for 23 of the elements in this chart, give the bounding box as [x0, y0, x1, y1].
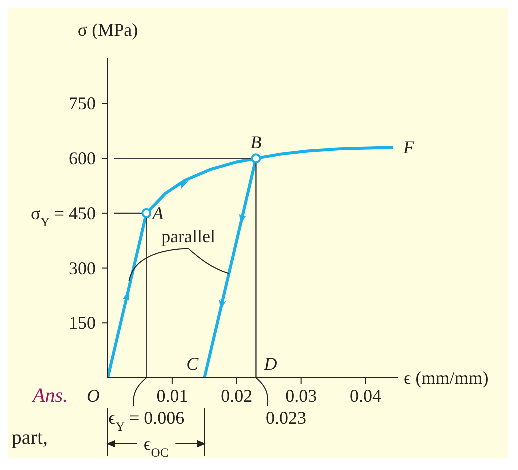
- x-tick-label: 0.04: [350, 386, 382, 406]
- y-tick-label: 600: [69, 148, 96, 169]
- annotation: F: [402, 138, 416, 158]
- y-axis-title: σ (MPa): [78, 20, 138, 40]
- text: part,: [12, 427, 48, 449]
- annotation: 0.023: [266, 408, 306, 428]
- x-tick-label: 0.02: [221, 386, 253, 406]
- y-tick-label: 750: [69, 94, 96, 114]
- annotation: C: [186, 354, 200, 374]
- x-tick-label: 0.03: [286, 386, 318, 406]
- annotation: ϵ$_{Y}$ = 0.006: [108, 408, 185, 434]
- text: Ans.: [31, 385, 68, 407]
- y-tick-label: 150: [69, 313, 96, 334]
- annotation: parallel: [162, 226, 216, 247]
- y-tick-label: σ$_{Y}$ = 450: [31, 203, 96, 230]
- annotation: B: [250, 132, 262, 153]
- annotation: A: [152, 203, 165, 224]
- y-tick-label: 300: [69, 258, 96, 278]
- x-tick-label: 0.01: [156, 386, 188, 406]
- x-axis-title: ϵ (mm/mm): [404, 368, 489, 388]
- text: ϵ$_{OC}$: [144, 434, 169, 460]
- annotation: O: [87, 386, 100, 406]
- annotation: D: [263, 354, 278, 374]
